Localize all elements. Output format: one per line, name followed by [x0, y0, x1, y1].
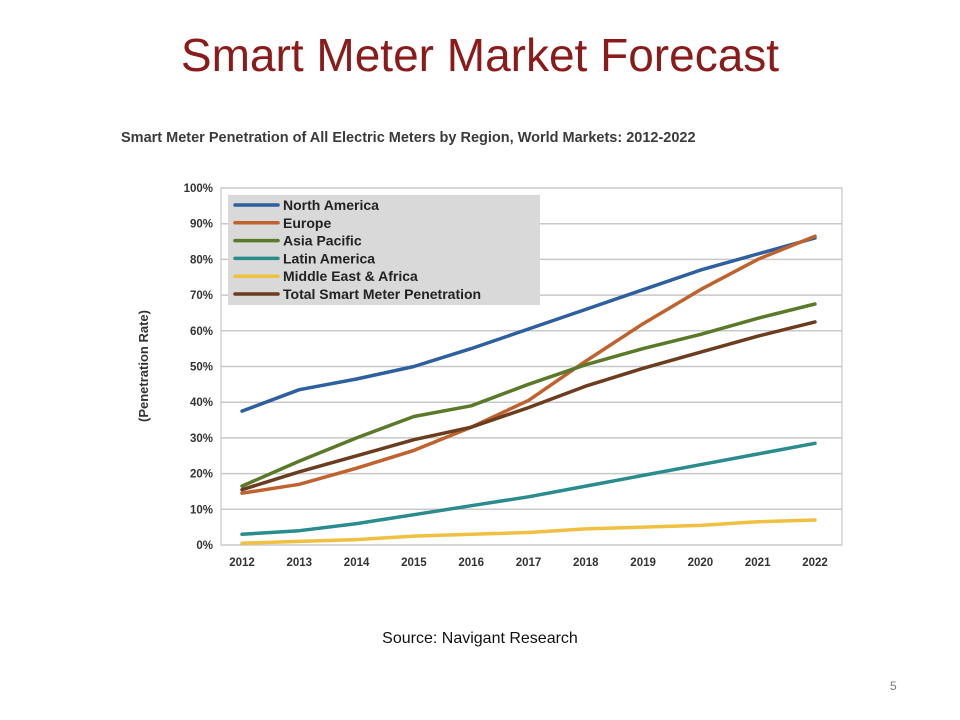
y-tick-label: 100%	[184, 183, 213, 195]
x-tick-label: 2015	[401, 557, 427, 569]
y-tick-labels: 0% 10% 20% 30% 40% 50% 60% 70% 80% 90% 100%	[184, 183, 213, 552]
y-tick-label: 30%	[190, 433, 213, 445]
y-tick-label: 70%	[190, 290, 213, 302]
x-tick-label: 2016	[458, 557, 484, 569]
x-tick-label: 2020	[688, 557, 714, 569]
slide-title: Smart Meter Market Forecast	[180, 29, 780, 81]
x-tick-label: 2022	[802, 557, 828, 569]
y-tick-label: 40%	[190, 397, 213, 409]
y-tick-label: 50%	[190, 362, 213, 374]
legend-label-middle-east-africa: Middle East & Africa	[283, 268, 418, 284]
y-tick-label: 0%	[196, 540, 213, 552]
series-line-asia-pacific	[240, 302, 817, 488]
legend-label-total-smart-meter-penetration: Total Smart Meter Penetration	[283, 286, 481, 302]
x-tick-label: 2012	[229, 557, 255, 569]
page-number: 5	[890, 679, 897, 693]
x-tick-labels: 2012 2013 2014 2015 2016 2017 2018 2019 2020 2021…	[229, 557, 828, 569]
line-chart: 0%10%20%30%40%50%60%70%80%90%100% 2012 20…	[136, 183, 843, 569]
legend-box	[228, 195, 540, 305]
x-tick-label: 2013	[287, 557, 313, 569]
legend-label-europe: Europe	[283, 215, 331, 231]
chart-title: Smart Meter Penetration of All Electric …	[121, 130, 696, 146]
x-tick-label: 2018	[573, 557, 599, 569]
y-tick-label: 90%	[190, 219, 213, 231]
x-tick-label: 2014	[344, 557, 370, 569]
y-tick-label: 80%	[190, 254, 213, 266]
series-lines	[240, 234, 817, 545]
series-line-total-smart-meter-penetration	[240, 320, 817, 492]
series-line-north-america	[240, 236, 817, 413]
x-tick-label: 2021	[745, 557, 771, 569]
series-line-europe	[240, 234, 817, 495]
legend-label-asia-pacific: Asia Pacific	[283, 233, 362, 249]
source-note: Source: Navigant Research	[382, 630, 578, 647]
x-tick-label: 2019	[630, 557, 656, 569]
legend-label-latin-america: Latin America	[283, 250, 375, 266]
y-tick-label: 10%	[190, 504, 213, 516]
legend-label-north-america: North America	[283, 197, 379, 213]
series-line-latin-america	[240, 441, 817, 537]
series-line-middle-east-africa	[240, 518, 817, 545]
y-tick-label: 60%	[190, 326, 213, 338]
x-tick-label: 2017	[516, 557, 542, 569]
y-tick-label: 20%	[190, 469, 213, 481]
y-axis-label: (Penetration Rate)	[136, 310, 151, 422]
